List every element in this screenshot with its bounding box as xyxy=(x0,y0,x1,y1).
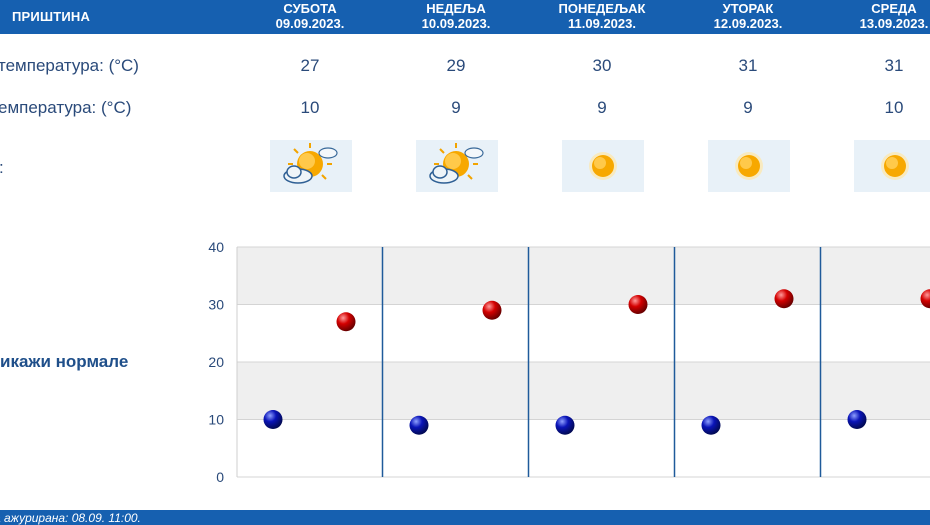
day-header-4: УТОРАК 12.09.2023. xyxy=(675,0,821,31)
day-header-5: СРЕДА 13.09.2023. xyxy=(821,0,930,31)
y-tick-label: 10 xyxy=(208,412,224,428)
grid-band xyxy=(237,362,930,420)
max-temp-value: 27 xyxy=(300,56,320,75)
show-normals-link[interactable]: икажи нормале xyxy=(0,352,129,371)
partly-cloudy-icon xyxy=(270,140,352,192)
min-temp-value: 10 xyxy=(884,98,904,117)
max-temp-point xyxy=(336,312,356,332)
min-temp-value: 9 xyxy=(597,98,607,117)
grid-band xyxy=(237,247,930,305)
max-temp-value: 31 xyxy=(884,56,904,75)
day-date: 12.09.2023. xyxy=(713,16,783,31)
min-temp-point xyxy=(555,415,575,435)
sunny-icon xyxy=(854,140,930,192)
day-name: УТОРАК xyxy=(722,1,774,16)
forecast-header-bar: ПРИШТИНА СУБОТА 09.09.2023. НЕДЕЉА 10.09… xyxy=(0,0,930,34)
station-name: ПРИШТИНА xyxy=(12,9,91,24)
min-temp-value: 9 xyxy=(451,98,461,117)
day-header-3: ПОНЕДЕЉАК 11.09.2023. xyxy=(529,0,675,31)
last-updated-text: а ажурирана: 08.09. 11:00. xyxy=(0,511,141,525)
day-date: 10.09.2023. xyxy=(421,16,491,31)
day-name: ПОНЕДЕЉАК xyxy=(558,1,646,16)
min-temp-point xyxy=(847,410,867,429)
min-temp-value: 9 xyxy=(743,98,753,117)
day-header-1: СУБОТА 09.09.2023. xyxy=(237,0,383,31)
max-temp-value: 30 xyxy=(592,56,612,75)
day-date: 09.09.2023. xyxy=(275,16,345,31)
y-tick-label: 40 xyxy=(208,239,224,255)
y-tick-label: 20 xyxy=(208,354,224,370)
min-temp-point xyxy=(409,415,429,435)
temperature-chart: 0 10 20 30 40 xyxy=(208,239,930,485)
day-name: СРЕДА xyxy=(871,1,917,16)
min-temp-point xyxy=(701,415,721,435)
grid-band xyxy=(237,419,930,477)
max-temp-value: 31 xyxy=(738,56,758,75)
weather-label: : xyxy=(0,158,4,178)
day-name: НЕДЕЉА xyxy=(426,1,486,16)
max-temp-point xyxy=(920,289,930,309)
grid-band xyxy=(237,304,930,362)
min-temp-point xyxy=(263,410,283,429)
day-name: СУБОТА xyxy=(283,1,337,16)
day-header-2: НЕДЕЉА 10.09.2023. xyxy=(383,0,529,31)
max-temp-point xyxy=(774,289,794,309)
footer-bar: а ажурирана: 08.09. 11:00. xyxy=(0,510,930,525)
sunny-icon xyxy=(562,140,644,192)
min-temp-label: емпература: (°C) xyxy=(0,98,132,117)
max-temp-value: 29 xyxy=(446,56,466,75)
max-temp-point xyxy=(482,300,502,320)
day-date: 13.09.2023. xyxy=(859,16,929,31)
y-tick-label: 30 xyxy=(208,297,224,313)
sunny-icon xyxy=(708,140,790,192)
y-tick-label: 0 xyxy=(216,469,224,485)
min-temp-value: 10 xyxy=(300,98,320,117)
partly-cloudy-icon xyxy=(416,140,498,192)
max-temp-label: температура: (°C) xyxy=(0,56,139,75)
max-temp-point xyxy=(628,295,648,314)
day-date: 11.09.2023. xyxy=(568,16,636,31)
